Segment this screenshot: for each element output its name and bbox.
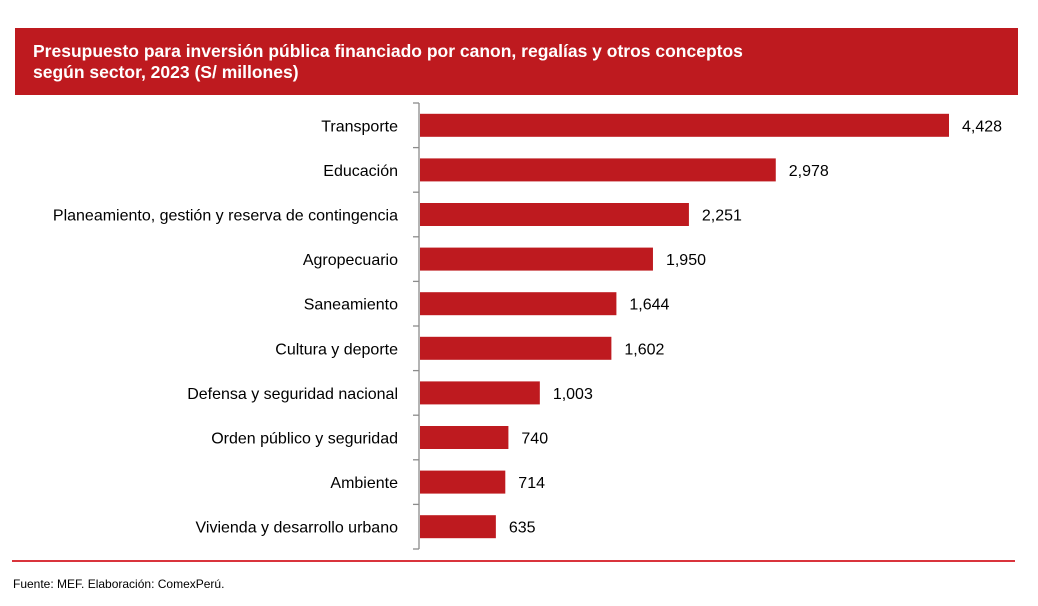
data-label: 740 [521,431,548,448]
category-label: Planeamiento, gestión y reserva de conti… [53,208,398,225]
bar [420,470,506,494]
chart-title: Presupuesto para inversión pública finan… [33,41,743,82]
bar [420,292,617,316]
data-label: 4,428 [962,118,1002,135]
data-label: 2,251 [702,208,742,225]
bar [420,203,689,226]
bars [420,113,949,539]
category-label: Orden público y seguridad [211,431,398,448]
category-label: Transporte [321,118,398,135]
bottom-divider [12,560,1015,562]
data-label: 1,003 [553,386,593,403]
category-label: Ambiente [330,475,398,492]
y-axis [413,102,420,550]
data-label: 714 [518,475,545,492]
category-label: Defensa y seguridad nacional [187,386,398,403]
bar [420,247,653,271]
chart-header: Presupuesto para inversión pública finan… [15,28,1018,95]
category-label: Saneamiento [304,297,398,314]
data-label: 1,950 [666,252,706,269]
data-label: 2,978 [789,163,829,180]
data-label: 635 [509,520,536,537]
bar [420,381,540,405]
value-labels: 4,428 2,978 2,251 1,950 1,644 1,602 1,003 740 71… [509,118,1002,536]
data-label: 1,644 [629,297,669,314]
category-label: Educación [323,163,398,180]
bar [420,515,496,539]
category-label: Agropecuario [303,252,398,269]
bar [420,336,612,360]
category-label: Cultura y deporte [275,341,398,358]
category-labels: Transporte Educación Planeamiento, gestión… [53,118,398,536]
bar [420,113,949,137]
category-label: Vivienda y desarrollo urbano [196,520,399,537]
bar [420,158,776,182]
data-label: 1,602 [624,341,664,358]
bar [420,426,509,449]
source-note: Fuente: MEF. Elaboración: ComexPerú. [13,577,225,591]
